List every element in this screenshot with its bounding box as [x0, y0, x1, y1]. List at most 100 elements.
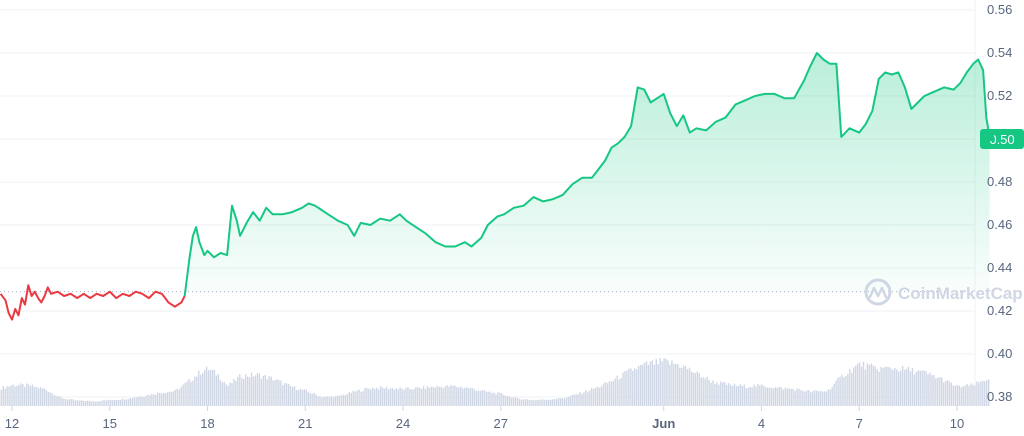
volume-bar — [59, 396, 61, 406]
volume-bar — [391, 388, 394, 406]
volume-bar — [583, 392, 585, 406]
volume-bar — [800, 390, 802, 406]
volume-bar — [397, 389, 399, 406]
volume-bar — [671, 360, 673, 406]
volume-bar — [379, 386, 382, 406]
volume-bar — [530, 400, 532, 406]
price-area-fill — [184, 53, 990, 296]
volume-bar — [201, 373, 204, 406]
watermark-text: CoinMarketCap — [898, 284, 1023, 303]
volume-bar — [284, 383, 286, 406]
volume-bar — [567, 396, 569, 406]
volume-bar — [303, 389, 306, 406]
volume-bar — [250, 372, 253, 406]
volume-bar — [802, 390, 804, 406]
volume-bar — [682, 365, 685, 406]
volume-bar — [894, 367, 896, 406]
volume-bar — [544, 399, 546, 406]
volume-bar — [243, 378, 245, 406]
volume-bar — [417, 387, 419, 406]
volume-bar — [794, 390, 796, 406]
volume-bar — [514, 397, 517, 406]
volume-bar — [6, 386, 8, 406]
y-tick-label: 0.54 — [987, 45, 1012, 60]
volume-bar — [587, 391, 589, 406]
volume-bar — [117, 399, 120, 406]
volume-bar — [358, 389, 360, 406]
volume-bar — [98, 401, 100, 406]
volume-bar — [112, 400, 114, 406]
volume-bar — [192, 380, 194, 406]
volume-bar — [469, 387, 472, 406]
volume-bar — [903, 369, 906, 406]
volume-bar — [100, 401, 102, 406]
volume-bar — [331, 396, 333, 406]
volume-bar — [460, 386, 462, 406]
volume-bar — [452, 386, 454, 406]
volume-bar — [976, 381, 978, 406]
volume-bar — [882, 368, 884, 406]
volume-bar — [984, 381, 986, 406]
volume-bar — [520, 399, 523, 406]
volume-bar — [680, 367, 683, 406]
volume-bar — [632, 370, 634, 406]
volume-bar — [896, 369, 898, 406]
volume-bar — [757, 383, 759, 406]
volume-bar — [374, 389, 376, 406]
volume-bar — [233, 378, 235, 406]
volume-bar — [761, 384, 763, 406]
price-area — [184, 53, 990, 296]
volume-bar — [557, 397, 560, 406]
x-tick-label: Jun — [652, 416, 675, 431]
volume-bar — [26, 383, 28, 406]
volume-bar — [182, 384, 184, 406]
volume-bar — [446, 385, 448, 406]
volume-bar — [540, 399, 542, 406]
volume-bar — [724, 382, 726, 406]
volume-bar — [264, 375, 266, 406]
volume-bar — [338, 395, 341, 406]
volume-bar — [49, 392, 51, 406]
volume-bar — [215, 375, 218, 406]
volume-bar — [829, 389, 831, 406]
volume-bar — [677, 364, 679, 406]
volume-bar — [870, 363, 873, 406]
volume-bar — [817, 391, 820, 406]
volume-bar — [698, 373, 700, 406]
volume-bar — [868, 364, 871, 406]
volume-bar — [735, 385, 738, 406]
y-tick-label: 0.42 — [987, 303, 1012, 318]
volume-bar — [172, 391, 175, 406]
volume-bar — [729, 384, 732, 406]
volume-bar — [720, 381, 722, 406]
volume-bar — [690, 371, 693, 406]
volume-bar — [491, 393, 493, 406]
volume-bar — [546, 399, 548, 406]
volume-bar — [512, 397, 515, 406]
volume-bar — [952, 385, 955, 406]
volume-bar — [217, 374, 220, 406]
volume-bar — [923, 370, 925, 406]
volume-bar — [456, 387, 458, 406]
volume-bar — [295, 389, 298, 406]
volume-bar — [839, 376, 841, 406]
volume-bar — [972, 384, 974, 406]
volume-bar — [919, 370, 921, 406]
volume-bar — [899, 370, 902, 406]
volume-bar — [651, 360, 654, 406]
volume-bars — [0, 358, 990, 406]
volume-bar — [823, 391, 826, 406]
volume-bar — [458, 387, 460, 406]
volume-bar — [184, 382, 186, 406]
volume-bar — [12, 384, 14, 406]
y-tick-label: 0.48 — [987, 174, 1012, 189]
volume-bar — [256, 372, 259, 406]
volume-bar — [937, 377, 939, 406]
volume-bar — [139, 396, 141, 406]
volume-bar — [532, 399, 534, 406]
volume-bar — [479, 391, 482, 406]
volume-bar — [141, 396, 143, 406]
volume-bar — [61, 397, 63, 406]
volume-bar — [712, 380, 714, 406]
volume-bar — [121, 398, 124, 406]
